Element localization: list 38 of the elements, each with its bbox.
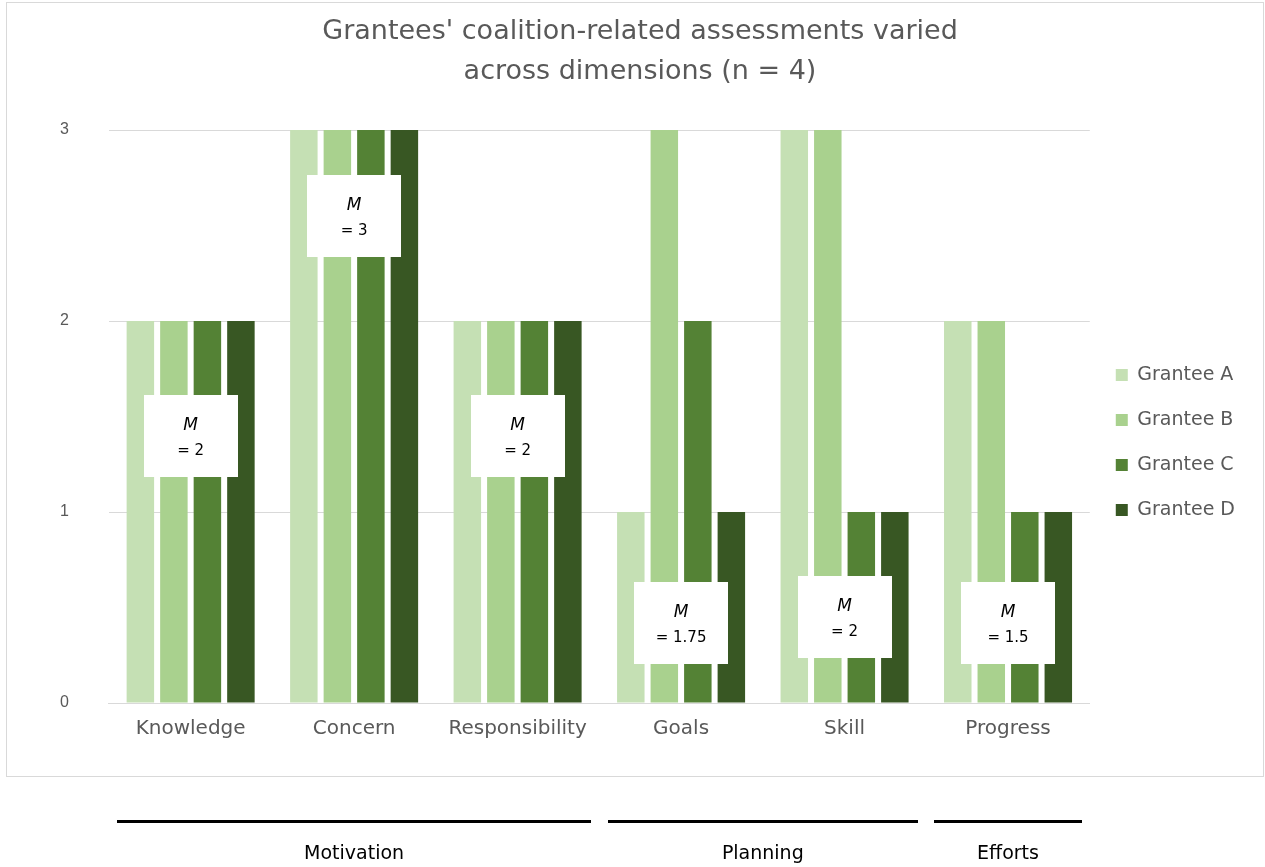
legend-label: Grantee C: [1137, 451, 1234, 474]
text: Efforts: [976, 841, 1040, 863]
legend-label: Grantee D: [1137, 496, 1235, 519]
y-tick-label: 2: [59, 311, 69, 329]
x-tick-label: Knowledge: [135, 715, 246, 740]
bar: [227, 321, 255, 703]
callout-box: M = 2: [797, 576, 892, 659]
callout-box: M = 2: [143, 394, 238, 477]
bar: [780, 130, 809, 703]
bar: [554, 321, 582, 703]
callout-box: M = 1.75: [634, 581, 729, 664]
bar: [390, 130, 419, 703]
bar: [126, 321, 155, 703]
annotation: M = 2: [831, 595, 858, 641]
x-tick-label: Progress: [965, 715, 1051, 740]
annotation: M = 1.75: [655, 600, 707, 646]
bar: [453, 321, 482, 703]
bar: [290, 130, 318, 703]
y-tick-label: 1: [59, 502, 69, 520]
bar: [944, 321, 972, 703]
y-tick-label: 0: [59, 693, 69, 711]
text: Motivation: [303, 841, 406, 863]
annotation: M = 3: [340, 193, 368, 239]
annotation: M = 2: [177, 413, 205, 459]
legend-label: Grantee A: [1137, 361, 1234, 384]
chart-title: Grantees' coalition-related assessments varied across dimensions (n = 4): [321, 13, 959, 87]
y-tick-label: 3: [59, 120, 69, 138]
x-tick-label: Goals: [653, 715, 710, 740]
x-tick-label: Responsibility: [448, 715, 587, 740]
callout-box: M = 3: [307, 174, 402, 257]
callout-box: M = 1.5: [961, 581, 1056, 664]
callout-box: M = 2: [470, 394, 565, 477]
text: Planning: [720, 841, 805, 863]
annotation: M = 2: [504, 413, 532, 459]
annotation: M = 1.5: [987, 600, 1029, 646]
x-tick-label: Skill: [824, 715, 866, 740]
legend-label: Grantee B: [1137, 406, 1234, 429]
x-tick-label: Concern: [312, 715, 396, 740]
